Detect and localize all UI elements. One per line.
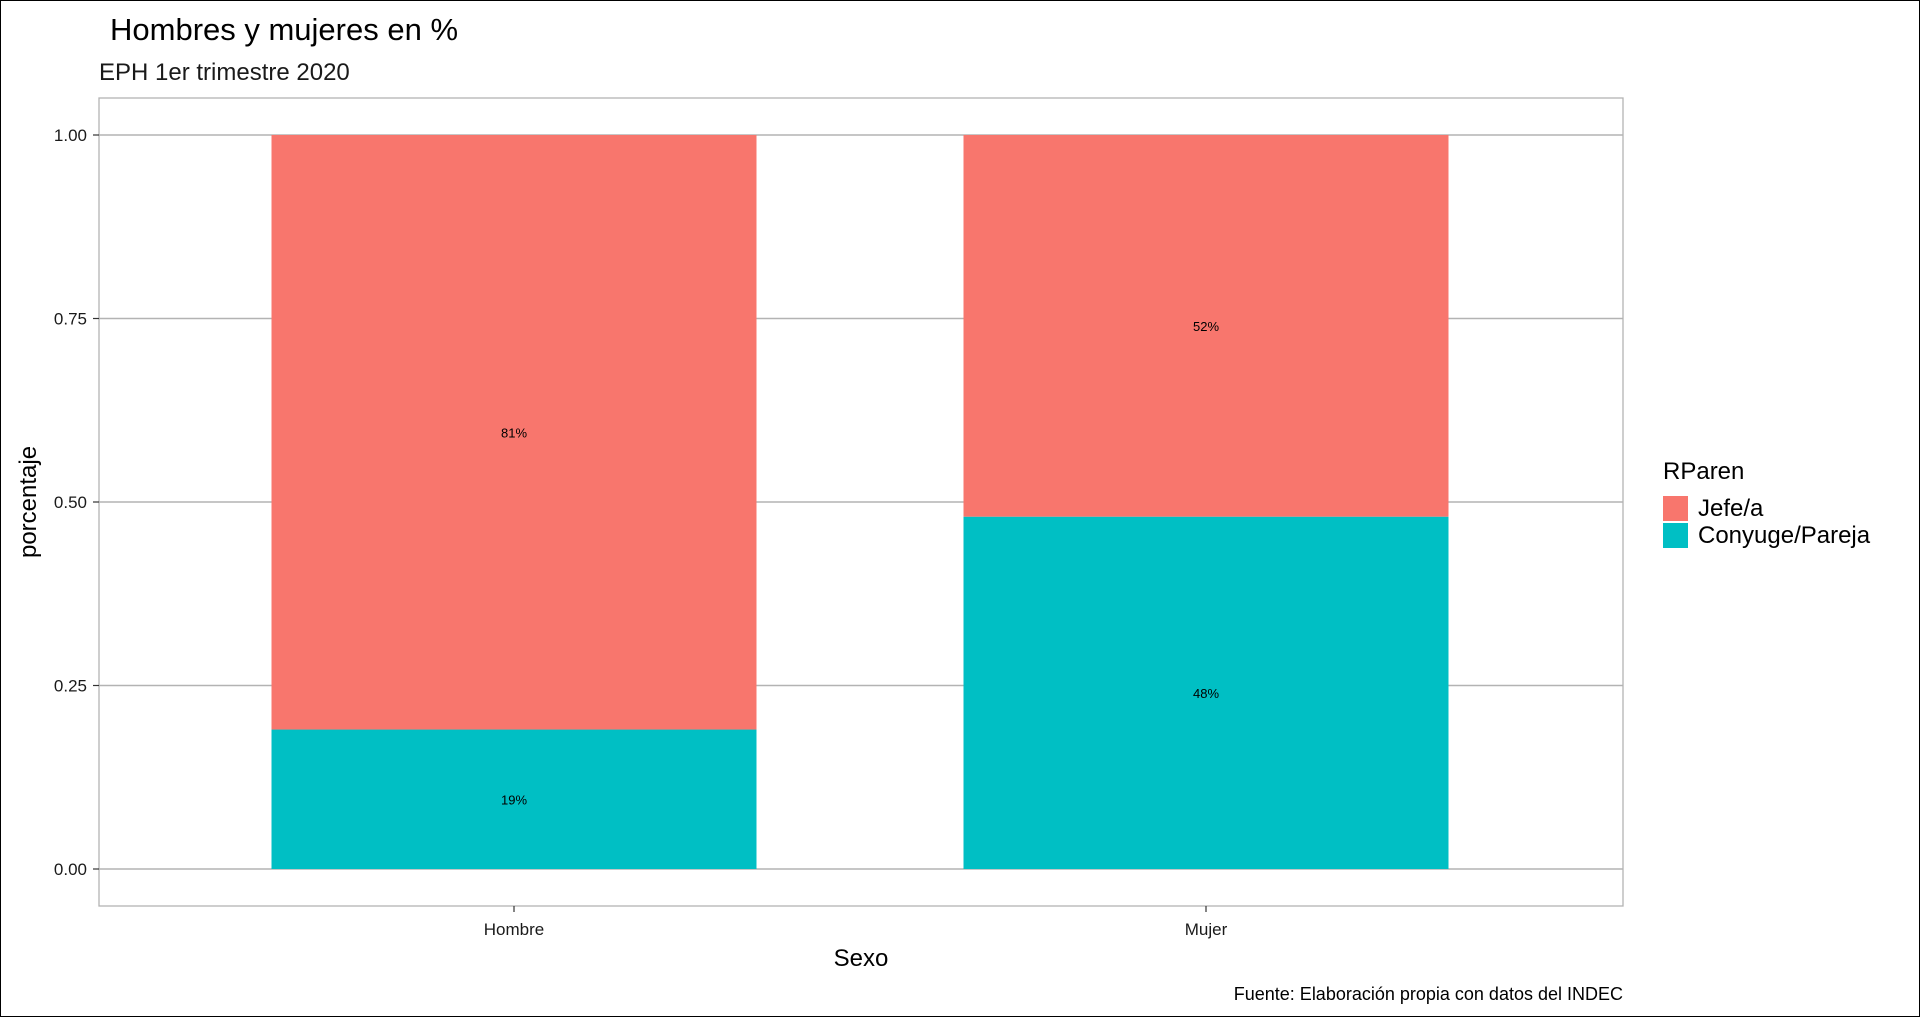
chart-subtitle: EPH 1er trimestre 2020 bbox=[99, 59, 350, 86]
chart-title: Hombres y mujeres en % bbox=[110, 12, 458, 47]
legend-key-jefe bbox=[1663, 496, 1688, 521]
bar-data-label: 52% bbox=[1193, 319, 1219, 334]
x-tick-label: Hombre bbox=[484, 920, 544, 939]
legend-key-conyuge bbox=[1663, 523, 1688, 548]
legend-label: Jefe/a bbox=[1698, 495, 1764, 522]
bar-hombre-jefe bbox=[271, 135, 757, 730]
legend-title: RParen bbox=[1663, 458, 1744, 485]
y-tick-labels: 0.00 0.25 0.50 0.75 1.00 bbox=[54, 126, 87, 879]
y-axis-title: porcentaje bbox=[15, 446, 42, 558]
bar-data-label: 19% bbox=[501, 792, 527, 807]
data-labels: 19% 81% 48% 52% bbox=[501, 319, 1219, 807]
bars bbox=[271, 135, 1449, 869]
bar-mujer-jefe bbox=[963, 135, 1449, 517]
y-tick-label: 0.25 bbox=[54, 677, 87, 696]
y-tick-label: 0.00 bbox=[54, 860, 87, 879]
bar-hombre-conyuge bbox=[271, 729, 757, 869]
x-axis-title: Sexo bbox=[834, 945, 889, 972]
y-tick-label: 0.75 bbox=[54, 310, 87, 329]
legend-label: Conyuge/Pareja bbox=[1698, 522, 1871, 549]
bar-data-label: 81% bbox=[501, 425, 527, 440]
x-tick-labels: Hombre Mujer bbox=[484, 906, 1228, 939]
chart-caption: Fuente: Elaboración propia con datos del… bbox=[1234, 984, 1623, 1004]
bar-data-label: 48% bbox=[1193, 686, 1219, 701]
bar-mujer-conyuge bbox=[963, 516, 1449, 869]
x-tick-label: Mujer bbox=[1185, 920, 1228, 939]
y-tick-label: 1.00 bbox=[54, 126, 87, 145]
y-tick-label: 0.50 bbox=[54, 493, 87, 512]
